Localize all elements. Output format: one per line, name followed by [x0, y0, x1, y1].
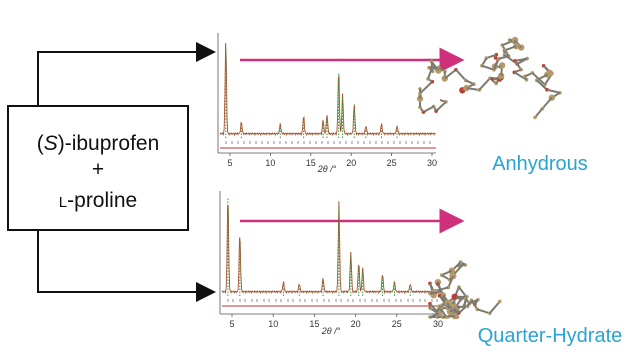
tick-label: 30 — [427, 158, 437, 168]
bond — [456, 70, 466, 81]
dynamic: 5 10 15 20 25 30 2θ /° Anhydrous 5 10 15 20 25 30 2θ /… — [218, 33, 622, 347]
bond — [436, 102, 446, 111]
bond — [490, 301, 500, 313]
form-label: Quarter-Hydrate — [478, 325, 623, 347]
pattern — [222, 201, 442, 293]
tick-label: 30 — [433, 319, 443, 329]
bond — [459, 287, 466, 297]
tick-label: 15 — [306, 158, 316, 168]
tick-label: 10 — [265, 158, 275, 168]
tick-label: 20 — [346, 158, 356, 168]
graphic: (S)-ibuprofen + L-proline 5 10 15 20 25 30 2θ … — [0, 0, 640, 354]
form-label: Anhydrous — [492, 153, 588, 175]
bond — [542, 98, 552, 109]
bond — [547, 90, 560, 93]
arrow — [38, 230, 214, 292]
axis-label: 2θ /° — [321, 326, 341, 336]
bond — [479, 78, 490, 90]
tick-label: 20 — [351, 319, 361, 329]
tick-label: 25 — [392, 319, 402, 329]
tick-label: 5 — [229, 319, 234, 329]
arrow — [38, 52, 214, 106]
reactant-2: L-proline — [59, 189, 137, 212]
reactant-1: (S)-ibuprofen — [37, 132, 160, 155]
bond — [436, 287, 448, 290]
bond — [477, 309, 489, 313]
atom — [498, 300, 502, 304]
bond — [420, 82, 432, 94]
atom — [533, 116, 537, 120]
tick-label: 25 — [387, 158, 397, 168]
plus: + — [92, 158, 104, 181]
pattern — [220, 43, 436, 135]
tick-label: 15 — [309, 319, 319, 329]
axis-label: 2θ /° — [317, 164, 337, 174]
tick-label: 5 — [227, 158, 232, 168]
tick-label: 10 — [268, 319, 278, 329]
